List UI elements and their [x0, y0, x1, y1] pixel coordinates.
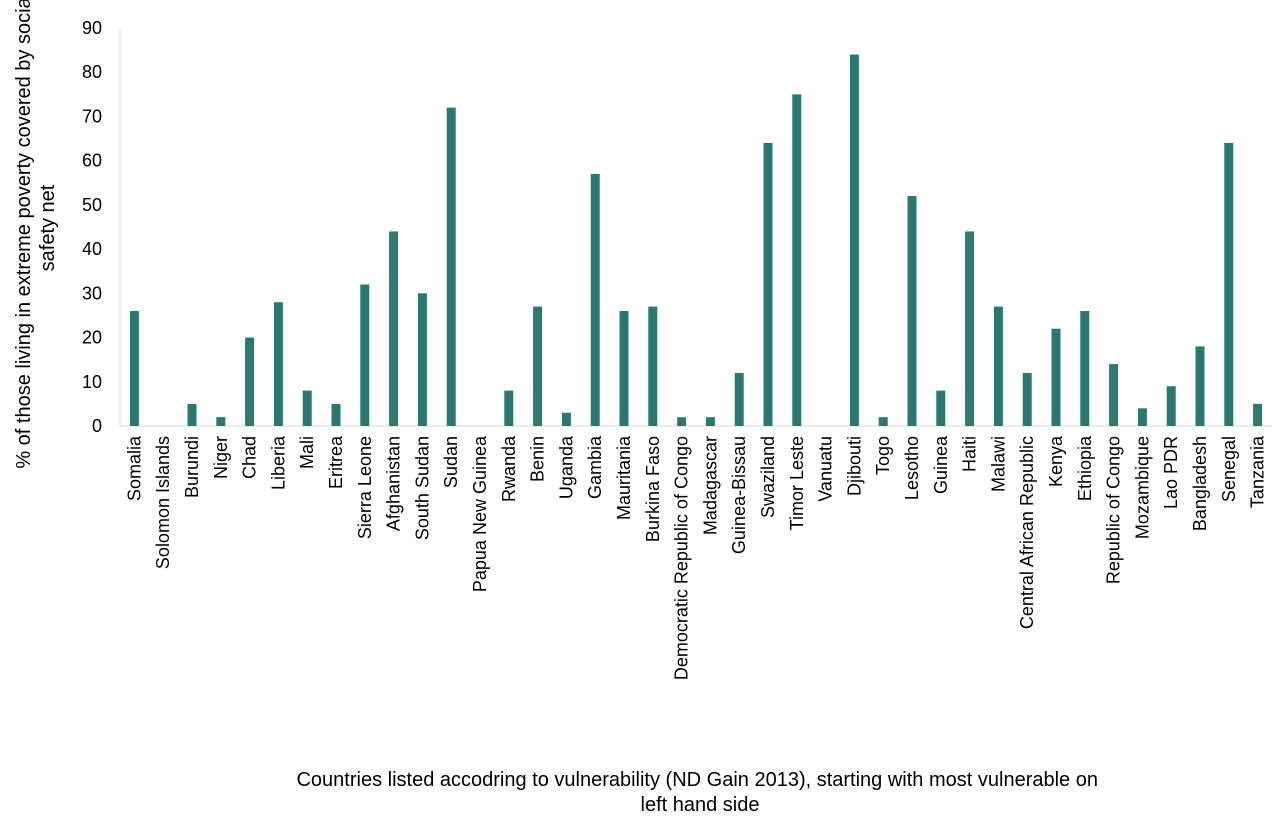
bar	[734, 372, 744, 426]
bar	[187, 403, 197, 426]
x-tick-label: Lesotho	[902, 436, 922, 500]
x-tick-label: Guinea	[931, 435, 951, 494]
bar	[648, 306, 658, 426]
bar	[389, 231, 399, 426]
x-tick-label: Swaziland	[758, 436, 778, 518]
bar	[216, 417, 226, 426]
bar	[763, 142, 773, 427]
y-tick-label: 20	[82, 328, 102, 348]
x-tick-label: Lao PDR	[1161, 436, 1181, 509]
x-tick-label: Mozambique	[1132, 436, 1152, 539]
x-tick-label: Rwanda	[499, 435, 519, 502]
x-tick-label: Sudan	[441, 436, 461, 488]
x-tick-label: Liberia	[268, 435, 288, 490]
bar	[993, 306, 1003, 426]
y-axis-title-line-2: safety net	[37, 184, 59, 271]
bar	[245, 337, 255, 426]
bar	[1166, 386, 1176, 426]
bar	[1195, 346, 1205, 426]
x-axis-title-line-2: left hand side	[641, 794, 760, 816]
x-tick-label: Guinea-Bissau	[729, 436, 749, 554]
y-tick-label: 50	[82, 195, 102, 215]
bar	[849, 54, 859, 426]
y-tick-label: 60	[82, 151, 102, 171]
bar	[619, 311, 629, 426]
x-tick-label: Vanuatu	[816, 436, 836, 502]
x-tick-label: Democratic Republic of Congo	[672, 436, 692, 680]
bar	[792, 94, 802, 426]
y-axis-tick-labels: 0 10 20 30 40 50 60 70 80 90	[82, 18, 102, 436]
x-tick-label: Mali	[297, 436, 317, 469]
y-axis-title-line-1: % of those living in extreme poverty cov…	[13, 0, 35, 469]
x-tick-label: Burkina Faso	[643, 436, 663, 542]
x-tick-label: Sierra Leone	[355, 436, 375, 539]
bar	[1253, 403, 1263, 426]
y-tick-label: 0	[92, 416, 102, 436]
bar	[561, 412, 571, 426]
x-tick-label: Kenya	[1046, 435, 1066, 487]
y-axis-title: % of those living in extreme poverty cov…	[13, 0, 59, 469]
x-tick-label: Eritrea	[326, 435, 346, 489]
x-tick-label: Malawi	[988, 436, 1008, 492]
bar	[446, 107, 456, 426]
x-tick-label: Senegal	[1219, 436, 1239, 502]
x-tick-label: Gambia	[585, 435, 605, 499]
x-tick-label: Mauritania	[614, 435, 634, 520]
y-tick-label: 10	[82, 372, 102, 392]
x-tick-label: Papua New Guinea	[470, 435, 490, 592]
bar	[705, 417, 715, 426]
bar	[936, 390, 946, 426]
bar	[677, 417, 687, 426]
bar	[417, 293, 427, 426]
x-tick-label: Chad	[240, 436, 260, 479]
x-tick-label: Bangladesh	[1190, 436, 1210, 531]
x-tick-label: Togo	[873, 436, 893, 475]
x-tick-label: Uganda	[556, 435, 576, 499]
x-tick-label: Madagascar	[700, 436, 720, 535]
x-tick-label: Tanzania	[1248, 435, 1268, 508]
bar	[533, 306, 543, 426]
y-tick-label: 40	[82, 239, 102, 259]
bar	[302, 390, 312, 426]
x-tick-label: Djibouti	[844, 436, 864, 496]
bar	[1051, 328, 1061, 426]
y-tick-label: 30	[82, 283, 102, 303]
y-tick-label: 70	[82, 106, 102, 126]
bar	[878, 417, 888, 426]
x-tick-label: Niger	[211, 436, 231, 479]
x-axis-title: Countries listed accodring to vulnerabil…	[296, 769, 1103, 816]
x-tick-label: Somalia	[124, 435, 144, 501]
y-tick-label: 90	[82, 18, 102, 38]
x-tick-label: Solomon Islands	[153, 436, 173, 569]
bar	[1109, 364, 1119, 426]
bar	[1080, 311, 1090, 426]
x-tick-label: Benin	[528, 436, 548, 482]
x-tick-label: Central African Republic	[1017, 436, 1037, 629]
x-axis-title-line-1: Countries listed accodring to vulnerabil…	[296, 769, 1098, 791]
bar	[965, 231, 975, 426]
x-tick-label: South Sudan	[412, 436, 432, 540]
bar	[1224, 142, 1234, 427]
bar	[273, 302, 283, 426]
bar	[331, 403, 341, 426]
x-tick-label: Ethiopia	[1075, 435, 1095, 501]
bar	[360, 284, 370, 426]
bar	[504, 390, 514, 426]
x-tick-label: Burundi	[182, 436, 202, 498]
bar	[907, 196, 917, 426]
x-tick-label: Republic of Congo	[1104, 436, 1124, 584]
bar	[129, 311, 139, 426]
bar	[1022, 372, 1032, 426]
y-tick-label: 80	[82, 62, 102, 82]
x-tick-label: Timor Leste	[787, 436, 807, 530]
x-axis-tick-labels: Somalia Solomon Islands Burundi Niger Chad Li…	[124, 435, 1267, 680]
bars	[129, 54, 1263, 427]
x-tick-label: Afghanistan	[384, 436, 404, 531]
x-tick-label: Haiti	[960, 436, 980, 472]
bar	[1137, 408, 1147, 426]
bar	[590, 173, 600, 426]
